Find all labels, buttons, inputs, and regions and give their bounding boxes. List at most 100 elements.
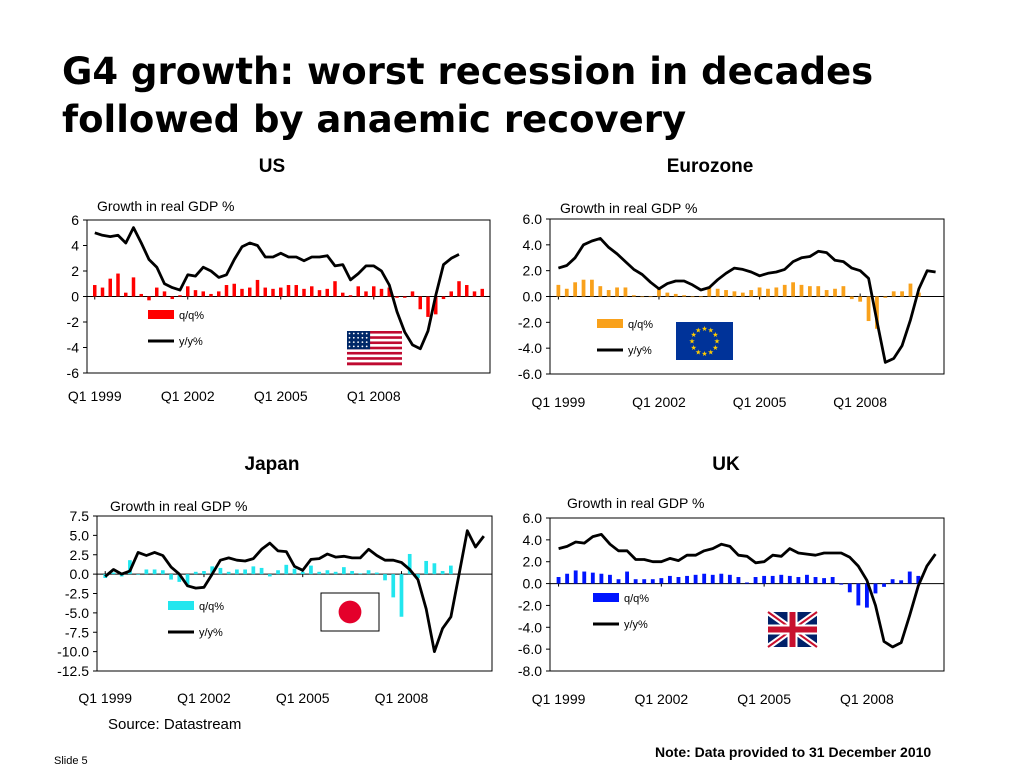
japan-qq-bar bbox=[424, 560, 429, 575]
japan-x-tick-label: Q1 2008 bbox=[375, 690, 429, 706]
uk-x-tick-label: Q1 2005 bbox=[737, 691, 791, 707]
eurozone-qq-bar bbox=[875, 296, 879, 329]
japan-qq-bar bbox=[136, 574, 140, 575]
uk-subtitle: Growth in real GDP % bbox=[567, 495, 704, 511]
uk-chart-title: UK bbox=[712, 454, 740, 475]
us-qq-bar bbox=[232, 283, 236, 297]
uk-qq-bar bbox=[796, 577, 801, 584]
us-qq-bar bbox=[279, 287, 283, 297]
us-qq-bar bbox=[131, 277, 136, 297]
uk-qq-bar bbox=[753, 577, 758, 584]
us-qq-bar bbox=[418, 296, 422, 310]
eurozone-qq-bar bbox=[564, 288, 569, 297]
uk-x-tick-label: Q1 2002 bbox=[634, 691, 688, 707]
uk-qq-bar bbox=[873, 583, 878, 594]
us-qq-bar bbox=[441, 296, 446, 300]
eurozone-qq-bar bbox=[908, 283, 913, 297]
eurozone-qq-bar bbox=[816, 286, 821, 297]
japan-chart: 7.5 5.0 2.5 0.0 -2.5 -5.0 -7.5 -10.0 -12.5 Q1 199… bbox=[57, 498, 493, 706]
uk-qq-bar bbox=[625, 571, 630, 584]
eurozone-chart: 6.0 4.0 2.0 0.0 -2.0 -4.0 -6.0 Q1 1999 Q1 2002 Q1… bbox=[518, 200, 945, 410]
japan-qq-bar bbox=[416, 574, 420, 578]
japan-qq-bar bbox=[325, 570, 330, 575]
japan-chart-title: Japan bbox=[244, 454, 300, 475]
japan-qq-bar bbox=[276, 570, 280, 575]
eurozone-qq-bar bbox=[598, 286, 603, 297]
us-qq-bar bbox=[472, 291, 477, 297]
us-qq-bar bbox=[449, 291, 453, 297]
uk-qq-bar bbox=[608, 574, 612, 584]
us-qq-bar bbox=[434, 296, 438, 315]
uk-qq-bar bbox=[745, 582, 749, 584]
uk-y-tick-label: -2.0 bbox=[518, 597, 542, 613]
uk-qq-bar bbox=[762, 575, 767, 584]
uk-qq-bar bbox=[582, 571, 587, 584]
japan-qq-bar bbox=[177, 574, 182, 582]
us-qq-bar bbox=[403, 296, 407, 298]
us-qq-bar bbox=[410, 291, 415, 297]
eurozone-qq-bar bbox=[849, 296, 854, 300]
uk-qq-bar bbox=[616, 579, 621, 584]
us-legend-bar-swatch bbox=[148, 310, 174, 319]
eurozone-yy-line bbox=[557, 236, 936, 364]
uk-y-tick-label: 4.0 bbox=[523, 532, 543, 548]
us-qq-bar bbox=[178, 295, 182, 297]
eurozone-qq-bar bbox=[916, 292, 921, 297]
japan-qq-bar bbox=[449, 565, 453, 575]
japan-qq-bar bbox=[144, 569, 149, 575]
uk-x-tick-label: Q1 2008 bbox=[840, 691, 894, 707]
japan-y-tick-label: 5.0 bbox=[70, 527, 90, 543]
uk-y-tick-label: -6.0 bbox=[518, 641, 542, 657]
eurozone-chart-title: Eurozone bbox=[666, 156, 754, 177]
eurozone-qq-bar bbox=[699, 296, 703, 298]
uk-qq-bar bbox=[727, 574, 732, 584]
us-y-tick-label: 4 bbox=[71, 238, 79, 254]
japan-qq-bar bbox=[309, 565, 313, 575]
eurozone-qq-bar bbox=[623, 287, 628, 297]
uk-qq-bar bbox=[650, 579, 655, 584]
eurozone-qq-bar bbox=[866, 296, 871, 322]
japan-qq-bar bbox=[226, 571, 231, 575]
uk-qq-bar bbox=[839, 583, 844, 585]
eurozone-qq-bar bbox=[631, 295, 636, 297]
eurozone-qq-bar bbox=[590, 279, 594, 297]
japan-y-tick-label: -7.5 bbox=[65, 624, 89, 640]
us-qq-bar bbox=[255, 279, 260, 297]
japan-y-tick-label: -12.5 bbox=[57, 663, 89, 679]
uk-qq-bar bbox=[719, 573, 724, 584]
japan-y-tick-label: -5.0 bbox=[65, 605, 89, 621]
us-qq-bar bbox=[108, 278, 112, 297]
data-note: Note: Data provided to 31 December 2010 bbox=[655, 744, 932, 760]
us-qq-bar bbox=[240, 288, 244, 297]
us-y-tick-label: -2 bbox=[67, 314, 80, 330]
us-qq-bar bbox=[201, 291, 205, 297]
eurozone-qq-bar bbox=[724, 290, 728, 297]
us-qq-bar bbox=[186, 286, 190, 297]
us-y-tick-label: 2 bbox=[71, 263, 79, 279]
uk-qq-bar bbox=[590, 572, 595, 584]
eurozone-qq-bar bbox=[573, 282, 578, 297]
slide-title-line-2: followed by anaemic recovery bbox=[62, 98, 687, 141]
uk-qq-bar bbox=[599, 573, 604, 584]
japan-flag-icon bbox=[320, 592, 380, 632]
us-qq-bar bbox=[465, 285, 469, 297]
us-qq-bar bbox=[271, 288, 275, 297]
us-qq-bar bbox=[100, 287, 105, 297]
us-chart: 6 4 2 0 -2 -4 -6 Q1 1999 Q1 2002 Q1 2005 Q1 2008 Gr… bbox=[67, 198, 491, 404]
eurozone-y-tick-label: 2.0 bbox=[523, 263, 543, 279]
us-legend-bar-label: q/q% bbox=[179, 310, 204, 322]
us-qq-bar bbox=[116, 273, 120, 297]
eurozone-qq-bar bbox=[841, 286, 846, 297]
japan-qq-bar bbox=[383, 574, 387, 581]
japan-qq-bar bbox=[407, 553, 412, 575]
japan-qq-bar bbox=[160, 570, 165, 575]
uk-qq-bar bbox=[573, 570, 578, 584]
us-qq-bar bbox=[317, 290, 322, 297]
eurozone-qq-bar bbox=[791, 282, 795, 297]
uk-qq-bar bbox=[693, 574, 698, 584]
japan-qq-bar bbox=[193, 571, 198, 575]
svg-text:★: ★ bbox=[701, 325, 707, 333]
japan-qq-bar bbox=[210, 566, 215, 575]
eurozone-qq-bar bbox=[715, 288, 720, 297]
eurozone-y-tick-label: 6.0 bbox=[523, 211, 543, 227]
